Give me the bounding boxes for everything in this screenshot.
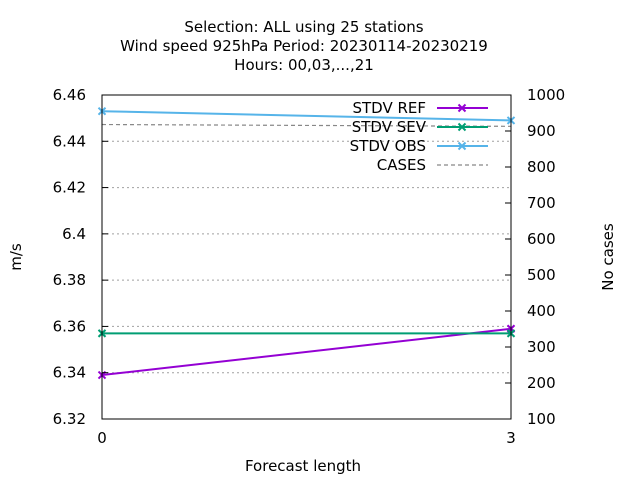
series-stdv-obs [97,106,516,125]
series-line [101,123,512,127]
y2-tick-label: 100 [527,410,556,428]
y2-tick-label: 500 [527,266,556,284]
y2-tick-label: 700 [527,194,556,212]
y-tick-label: 6.38 [53,271,86,289]
y2-tick-label: 800 [527,158,556,176]
x-tick-label: 3 [506,429,516,447]
grid [102,140,511,374]
y2-tick-label: 200 [527,374,556,392]
title-line: Selection: ALL using 25 stations [184,18,423,36]
x-tick-label: 0 [97,429,107,447]
plot-frame [101,94,512,420]
data-point [457,122,467,132]
y-tick-label: 6.44 [53,132,86,150]
y-tick-label: 6.46 [53,86,86,104]
y2-tick-label: 400 [527,302,556,320]
title-line: Hours: 00,03,...,21 [234,56,374,74]
y2-tick-label: 300 [527,338,556,356]
y2-axis: 100 200 300 400 500 600 700 800 900 1000 [505,86,565,428]
y-tick-label: 6.34 [53,364,86,382]
legend-label: STDV OBS [350,137,426,155]
y-axis: 6.32 6.34 6.36 6.38 6.4 6.42 6.44 6.46 [53,86,108,428]
series-area [97,106,516,380]
series-line [101,327,512,377]
legend-label: STDV SEV [352,118,427,136]
data-point [457,103,467,113]
y-tick-label: 6.42 [53,179,86,197]
data-point [457,141,467,151]
y2-tick-label: 600 [527,230,556,248]
title-line: Wind speed 925hPa Period: 20230114-20230… [120,37,488,55]
y-axis-label: m/s [7,243,25,271]
legend-label: STDV REF [352,99,426,117]
series-line [101,110,512,122]
y2-tick-label: 1000 [527,86,565,104]
y-tick-label: 6.32 [53,410,86,428]
legend-label: CASES [377,156,426,174]
y2-axis-label: No cases [599,223,617,291]
y-tick-label: 6.4 [62,225,86,243]
y2-tick-label: 900 [527,122,556,140]
series-cases [101,123,512,127]
y-tick-label: 6.36 [53,317,86,335]
x-axis-label: Forecast length [245,457,361,475]
